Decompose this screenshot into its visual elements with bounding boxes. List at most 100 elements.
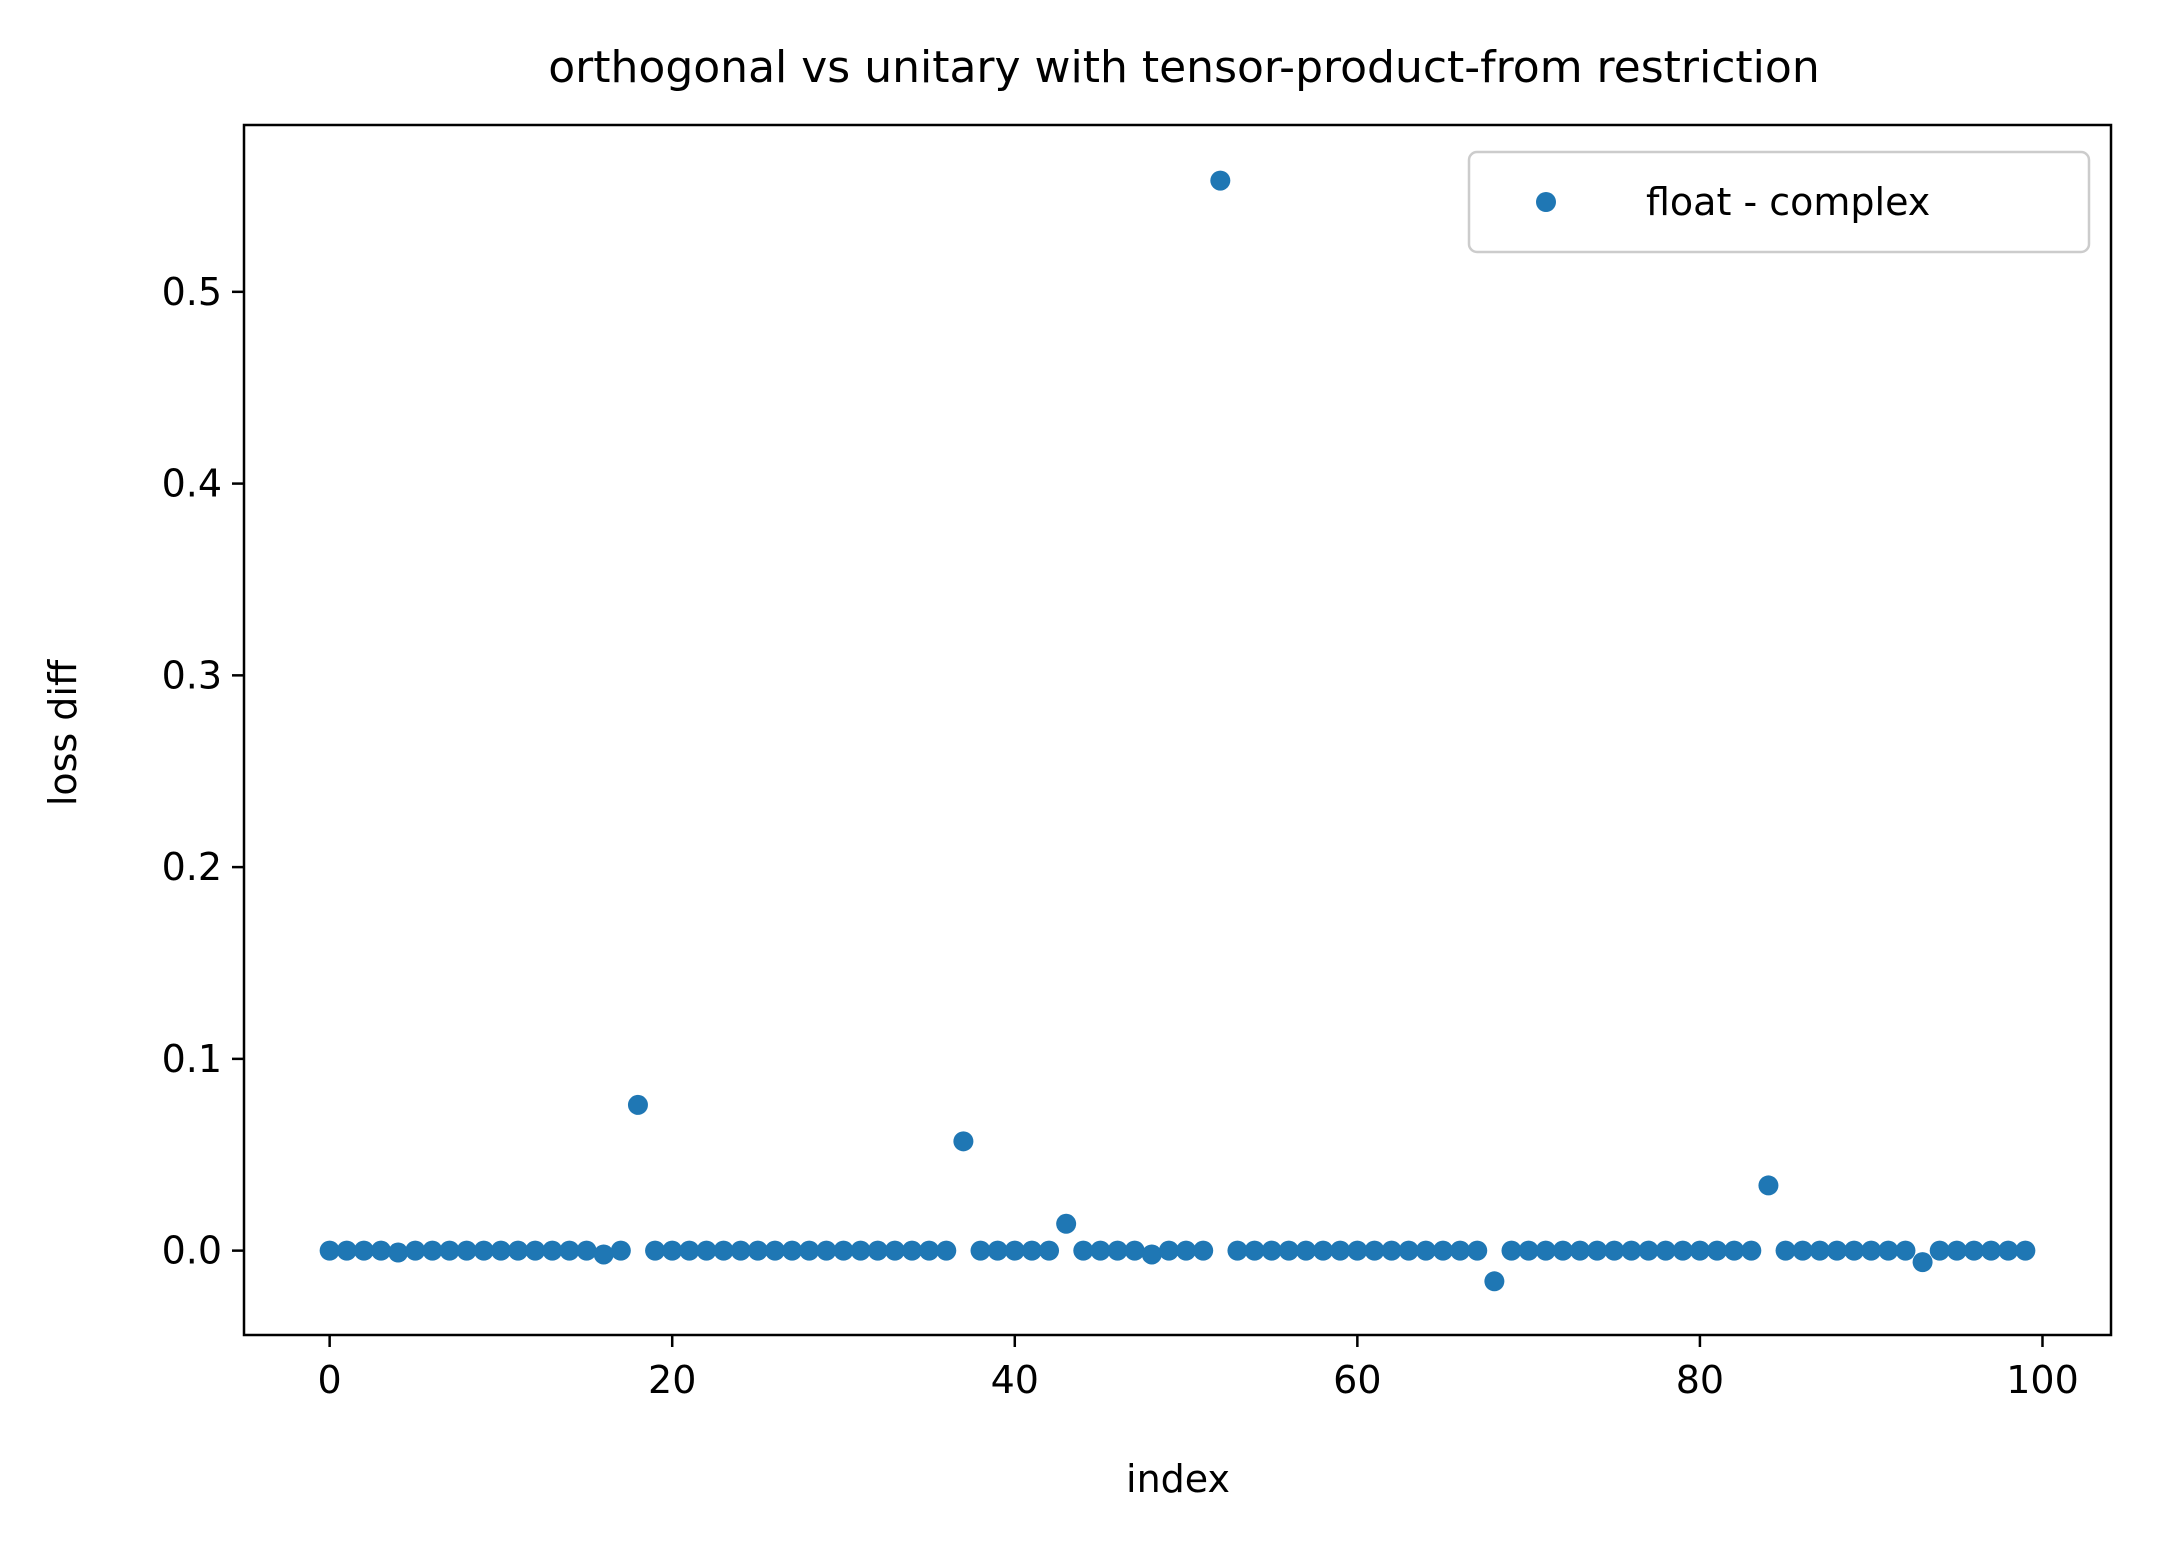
data-point: [1295, 1240, 1316, 1261]
data-point: [1552, 1240, 1573, 1261]
data-point: [1056, 1213, 1077, 1234]
data-point: [1210, 170, 1231, 191]
data-point: [456, 1240, 477, 1261]
data-point: [353, 1240, 374, 1261]
data-point: [764, 1240, 785, 1261]
data-point: [490, 1240, 511, 1261]
y-axis: 0.0 0.1 0.2 0.3 0.4 0.5: [162, 270, 244, 1273]
y-tick-label: 0.4: [162, 462, 222, 506]
data-point: [1244, 1240, 1265, 1261]
data-point: [1158, 1240, 1179, 1261]
data-point: [1039, 1240, 1060, 1261]
data-point: [1981, 1240, 2002, 1261]
x-tick-label: 40: [991, 1358, 1039, 1402]
data-point: [1946, 1240, 1967, 1261]
legend-box: [1467, 150, 2091, 254]
data-point: [405, 1240, 426, 1261]
data-point: [1021, 1240, 1042, 1261]
data-points: [319, 170, 2036, 1292]
data-point: [1313, 1240, 1334, 1261]
data-point: [1724, 1240, 1745, 1261]
data-point: [559, 1240, 580, 1261]
data-point: [1261, 1240, 1282, 1261]
data-point: [371, 1240, 392, 1261]
data-point: [319, 1240, 340, 1261]
data-point: [473, 1240, 494, 1261]
data-point: [816, 1240, 837, 1261]
data-point: [1638, 1240, 1659, 1261]
data-point: [388, 1242, 409, 1263]
data-point: [1347, 1240, 1368, 1261]
data-point: [747, 1240, 768, 1261]
data-point: [576, 1240, 597, 1261]
data-point: [1398, 1240, 1419, 1261]
y-tick-label: 0.2: [162, 845, 222, 889]
data-point: [1330, 1240, 1351, 1261]
data-point: [1895, 1240, 1916, 1261]
data-point: [508, 1240, 529, 1261]
data-point: [970, 1240, 991, 1261]
y-tick-label: 0.1: [162, 1037, 222, 1081]
x-tick-label: 0: [318, 1358, 342, 1402]
x-tick-label: 60: [1333, 1358, 1381, 1402]
data-point: [936, 1240, 957, 1261]
data-point: [1193, 1240, 1214, 1261]
data-point: [679, 1240, 700, 1261]
data-point: [1501, 1240, 1522, 1261]
data-point: [1484, 1271, 1505, 1292]
data-point: [1107, 1240, 1128, 1261]
data-point: [1432, 1240, 1453, 1261]
data-point: [439, 1240, 460, 1261]
data-point: [1758, 1175, 1779, 1196]
plot-frame: [242, 123, 2113, 1337]
data-point: [525, 1240, 546, 1261]
data-point: [1090, 1240, 1111, 1261]
legend-label: float - complex: [1646, 180, 1930, 224]
data-point: [1227, 1240, 1248, 1261]
data-point: [1124, 1240, 1145, 1261]
data-point: [1998, 1240, 2019, 1261]
y-axis-label: loss diff: [41, 659, 85, 806]
data-point: [422, 1240, 443, 1261]
data-point: [1141, 1244, 1162, 1265]
legend: float - complex: [1467, 150, 2091, 254]
data-point: [730, 1240, 751, 1261]
data-point: [1450, 1240, 1471, 1261]
data-point: [1535, 1240, 1556, 1261]
data-point: [953, 1131, 974, 1152]
data-point: [799, 1240, 820, 1261]
data-point: [1570, 1240, 1591, 1261]
data-point: [1929, 1240, 1950, 1261]
data-point: [1878, 1240, 1899, 1261]
data-point: [645, 1240, 666, 1261]
data-point: [850, 1240, 871, 1261]
data-point: [542, 1240, 563, 1261]
data-point: [1073, 1240, 1094, 1261]
data-point: [610, 1240, 631, 1261]
data-point: [1844, 1240, 1865, 1261]
x-axis: 0 20 40 60 80 100: [318, 1335, 2079, 1402]
x-tick-label: 100: [2006, 1358, 2079, 1402]
data-point: [1004, 1240, 1025, 1261]
data-point: [713, 1240, 734, 1261]
y-tick-label: 0.5: [162, 270, 222, 314]
x-axis-label: index: [1126, 1457, 1230, 1501]
data-point: [1518, 1240, 1539, 1261]
data-point: [919, 1240, 940, 1261]
data-point: [1826, 1240, 1847, 1261]
data-point: [782, 1240, 803, 1261]
y-tick-label: 0.3: [162, 653, 222, 697]
x-tick-label: 20: [648, 1358, 696, 1402]
data-point: [1775, 1240, 1796, 1261]
y-tick-label: 0.0: [162, 1229, 222, 1273]
data-point: [1963, 1240, 1984, 1261]
data-point: [1672, 1240, 1693, 1261]
data-point: [833, 1240, 854, 1261]
data-point: [902, 1240, 923, 1261]
data-point: [627, 1094, 648, 1115]
data-point: [1655, 1240, 1676, 1261]
data-point: [1604, 1240, 1625, 1261]
plot-area: [242, 123, 2113, 1337]
